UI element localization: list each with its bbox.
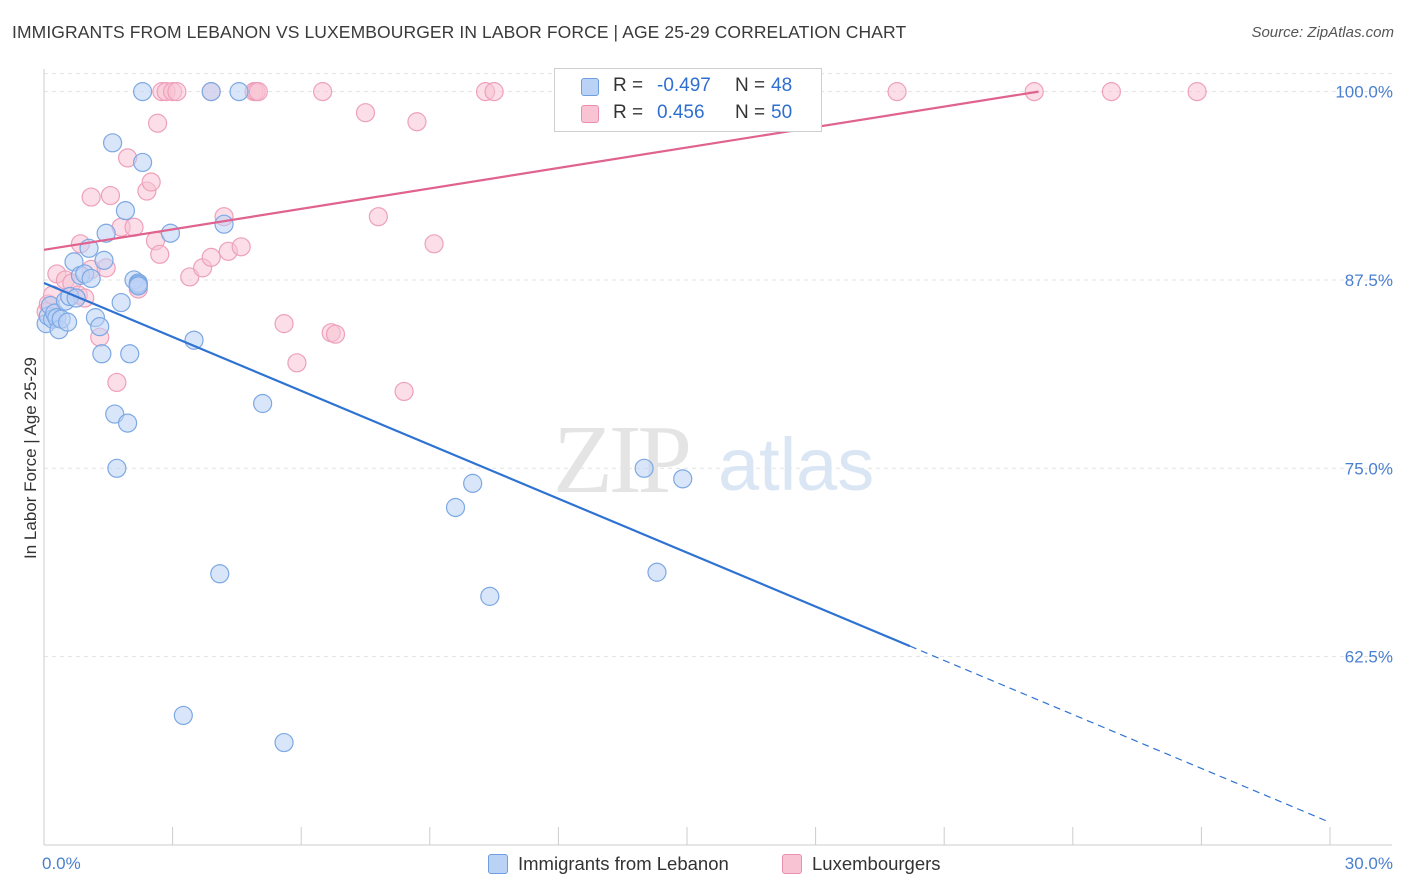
point-luxembourgers	[201, 247, 221, 267]
legend-n-label: N =	[735, 102, 766, 123]
point-lebanon	[120, 344, 140, 364]
point-lebanon	[102, 133, 123, 153]
point-lebanon	[253, 393, 273, 414]
point-lebanon	[92, 344, 112, 364]
point-luxembourgers	[147, 113, 168, 133]
point-luxembourgers	[313, 82, 333, 102]
axes	[43, 69, 1392, 846]
tick-labels: 100.0% 87.5% 75.0% 62.5% 0.0% 30.0%	[42, 83, 1393, 873]
point-lebanon	[132, 82, 153, 102]
y-tick-label: 100.0%	[1335, 83, 1393, 102]
y-axis-label: In Labor Force | Age 25-29	[21, 357, 40, 559]
point-lebanon	[201, 82, 221, 102]
legend-r-value: -0.497	[657, 75, 711, 96]
point-lebanon	[90, 317, 110, 337]
chart-source: Source: ZipAtlas.com	[1251, 24, 1394, 41]
legend-r-label: R =	[613, 75, 644, 96]
point-luxembourgers	[100, 185, 121, 206]
trendline-lebanon	[43, 281, 911, 648]
y-tick-label: 62.5%	[1345, 648, 1393, 667]
point-luxembourgers	[274, 314, 294, 334]
point-lebanon	[81, 268, 101, 289]
point-luxembourgers	[325, 324, 346, 344]
watermark-zip: ZIP	[553, 406, 688, 514]
point-luxembourgers	[1187, 82, 1207, 102]
legend-row-lebanon: R = -0.497 N = 48	[555, 74, 821, 100]
point-lebanon	[94, 250, 114, 270]
point-lebanon	[57, 312, 78, 332]
point-lebanon	[274, 732, 294, 753]
point-luxembourgers	[287, 353, 307, 373]
point-lebanon	[210, 564, 230, 584]
point-lebanon	[128, 276, 148, 296]
legend-n-value: 48	[771, 75, 793, 96]
bottom-legend-label: Immigrants from Lebanon	[518, 853, 729, 874]
point-lebanon	[647, 562, 667, 582]
y-tick-label: 75.0%	[1345, 459, 1393, 478]
legend-swatch-blue	[581, 78, 599, 96]
point-luxembourgers	[424, 234, 444, 254]
point-luxembourgers	[231, 237, 251, 257]
point-luxembourgers	[248, 82, 268, 102]
point-lebanon	[634, 458, 654, 478]
point-luxembourgers	[167, 82, 187, 102]
point-lebanon	[107, 458, 127, 478]
legend-n-value: 50	[771, 102, 793, 123]
point-lebanon	[463, 473, 483, 493]
grid-lines	[44, 73, 1392, 658]
correlation-legend: R = -0.497 N = 48 R = 0.456 N = 50	[554, 68, 822, 132]
bottom-legend-lebanon: Immigrants from Lebanon	[488, 852, 768, 878]
chart-title: IMMIGRANTS FROM LEBANON VS LUXEMBOURGER …	[12, 22, 907, 42]
point-lebanon	[214, 214, 234, 234]
x-tick-label: 30.0%	[1345, 854, 1393, 873]
legend-n-label: N =	[735, 75, 766, 96]
point-luxembourgers	[150, 244, 170, 264]
point-lebanon	[480, 586, 500, 606]
point-luxembourgers	[1101, 82, 1121, 102]
trendline-luxembourgers	[43, 90, 1039, 251]
point-lebanon	[132, 152, 153, 173]
legend-r-value: 0.456	[657, 102, 705, 123]
point-lebanon	[173, 705, 193, 726]
watermark: ZIP atlas	[553, 406, 874, 514]
point-luxembourgers	[887, 82, 907, 102]
point-luxembourgers	[355, 103, 376, 123]
point-lebanon	[115, 201, 136, 221]
bottom-legend-luxembourgers: Luxembourgers	[782, 852, 982, 878]
point-lebanon	[111, 292, 131, 313]
bottom-legend-swatch-pink	[782, 854, 802, 874]
point-luxembourgers	[368, 207, 388, 227]
point-luxembourgers	[141, 172, 161, 192]
point-lebanon	[229, 82, 249, 102]
trendline-lebanon-extension	[909, 645, 1331, 823]
point-lebanon	[96, 223, 116, 243]
point-luxembourgers	[81, 187, 101, 207]
trend-lines	[43, 90, 1331, 823]
point-lebanon	[445, 497, 466, 518]
legend-row-luxembourgers: R = 0.456 N = 50	[555, 101, 821, 127]
y-tick-label: 87.5%	[1345, 271, 1393, 290]
point-lebanon	[160, 223, 181, 243]
legend-swatch-pink	[581, 105, 599, 123]
point-luxembourgers	[484, 82, 504, 102]
x-tick-label: 0.0%	[42, 854, 81, 873]
point-luxembourgers	[394, 381, 414, 402]
series-lebanon-points	[36, 82, 693, 753]
point-luxembourgers	[407, 112, 427, 132]
point-luxembourgers	[107, 372, 127, 393]
bottom-legend-label: Luxembourgers	[812, 853, 941, 874]
point-lebanon	[117, 413, 138, 433]
legend-r-label: R =	[613, 102, 644, 123]
watermark-atlas: atlas	[718, 423, 874, 506]
bottom-legend-swatch-blue	[488, 854, 508, 874]
point-lebanon	[673, 469, 693, 489]
